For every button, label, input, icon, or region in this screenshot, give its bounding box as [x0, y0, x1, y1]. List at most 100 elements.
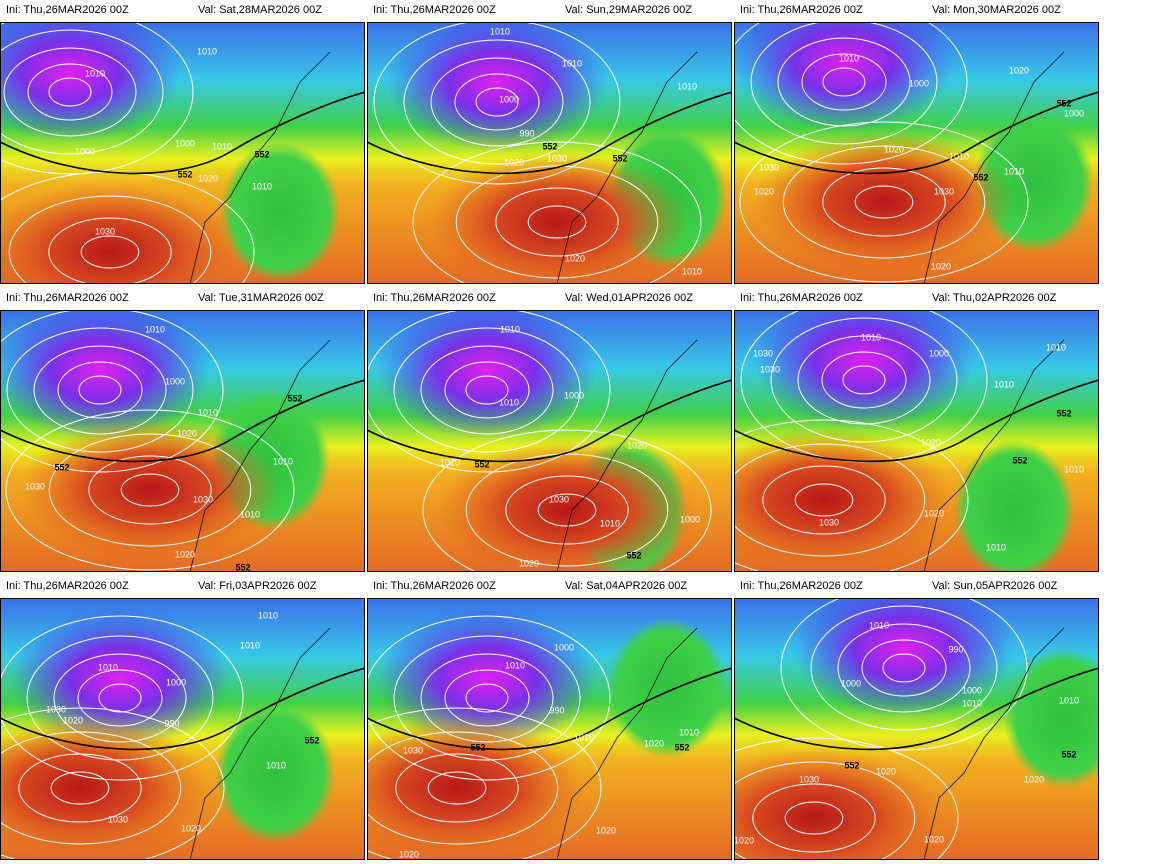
- contour-label: 1010: [240, 640, 260, 650]
- isobar: [861, 639, 947, 697]
- contour-label: 1010: [490, 26, 510, 36]
- contour-label: 1030: [95, 226, 115, 236]
- contour-label: 1010: [574, 732, 594, 742]
- isobar: [0, 310, 224, 473]
- contour-label: 1020: [884, 144, 904, 154]
- contour-label: 552: [287, 393, 302, 403]
- contour-label: 1020: [177, 428, 197, 438]
- contour-label: 1000: [166, 677, 186, 687]
- contour-label: 990: [549, 705, 564, 715]
- contour-label: 1000: [554, 642, 574, 652]
- contour-label: 1010: [1064, 464, 1084, 474]
- isobar: [770, 317, 958, 443]
- high-core: [0, 718, 210, 858]
- contour-label: 1010: [994, 379, 1014, 389]
- contour-label: 1020: [565, 253, 585, 263]
- panel-frame: [367, 22, 732, 284]
- contour-label: 552: [235, 562, 250, 572]
- isobar: [777, 37, 911, 127]
- contour-label: 1020: [399, 849, 419, 859]
- isobar: [373, 22, 621, 185]
- contour-label: 1000: [929, 348, 949, 358]
- isobar: [444, 361, 530, 419]
- contour-label: 1000: [165, 376, 185, 386]
- contour-label: 1020: [63, 715, 83, 725]
- contour-label: 552: [177, 169, 192, 179]
- contour-label: 990: [519, 128, 534, 138]
- contour-label: 1010: [240, 509, 260, 519]
- init-time: Ini: Thu,26MAR2026 00Z: [6, 4, 129, 16]
- valid-time: Val: Thu,02APR2026 00Z: [932, 292, 1057, 304]
- isobar: [120, 473, 180, 507]
- panel-frame: [734, 598, 1099, 860]
- trough: [1004, 648, 1099, 788]
- high-core: [20, 420, 280, 560]
- isobar: [734, 22, 968, 165]
- contour-552: [734, 91, 1099, 175]
- isobar: [367, 310, 611, 473]
- contour-label: 1010: [258, 610, 278, 620]
- coastline: [189, 51, 331, 284]
- isobar: [403, 39, 591, 165]
- map-panel: 1010 1000 1030 1030 1010 1010 552 1020 552 1010 10…: [734, 310, 1099, 572]
- contour-label: 1000: [175, 138, 195, 148]
- contour-label: 1010: [677, 81, 697, 91]
- contour-label: 1000: [75, 146, 95, 156]
- panel-frame: [367, 598, 732, 860]
- isobar: [393, 635, 581, 761]
- isobar: [782, 145, 986, 259]
- isobar: [842, 365, 886, 395]
- panel-frame: [367, 310, 732, 572]
- panel-frame: [0, 598, 365, 860]
- contour-label: 1030: [753, 348, 773, 358]
- contour-label: 1000: [841, 678, 861, 688]
- coastline: [923, 339, 1065, 572]
- init-time: Ini: Thu,26MAR2026 00Z: [373, 4, 496, 16]
- contour-label: 1010: [869, 620, 889, 630]
- contour-label: 1010: [197, 46, 217, 56]
- contour-label: 1030: [403, 745, 423, 755]
- contour-label: 1030: [819, 517, 839, 527]
- init-time: Ini: Thu,26MAR2026 00Z: [6, 292, 129, 304]
- isobar: [752, 783, 876, 853]
- contour-label: 1010: [682, 266, 702, 276]
- isobar: [734, 443, 926, 557]
- panel-frame: [734, 22, 1099, 284]
- high-core: [427, 152, 687, 284]
- trough: [215, 703, 335, 843]
- low-core: [794, 598, 1014, 718]
- contour-552: [367, 667, 732, 751]
- contour-label: 552: [1061, 749, 1076, 759]
- contour-label: 1010: [1046, 342, 1066, 352]
- contour-label: 552: [1012, 455, 1027, 465]
- isobar: [48, 217, 172, 284]
- contour-label: 1010: [1004, 166, 1024, 176]
- init-time: Ini: Thu,26MAR2026 00Z: [740, 292, 863, 304]
- map-panel: 1010 990 1000 1000 1010 1010 552 1020 1030 552 102…: [734, 598, 1099, 860]
- high-core: [0, 182, 240, 284]
- contour-label: 990: [948, 644, 963, 654]
- valid-time: Val: Sun,29MAR2026 00Z: [565, 4, 692, 16]
- contour-label: 1030: [46, 704, 66, 714]
- isobar: [0, 731, 182, 845]
- coastline: [189, 339, 331, 572]
- isobar: [6, 327, 194, 453]
- contour-552: [367, 91, 732, 175]
- contour-label: 1030: [934, 186, 954, 196]
- map-panel: 1010 1000 1010 552 1020 1010 552 1030 1030 1010 10…: [0, 310, 365, 572]
- isobar: [495, 187, 619, 257]
- contour-label: 1020: [921, 437, 941, 447]
- contour-label: 1020: [754, 186, 774, 196]
- contour-label: 1030: [760, 364, 780, 374]
- trough: [220, 142, 340, 282]
- contour-label: 1010: [1059, 695, 1079, 705]
- isobar: [3, 47, 137, 137]
- isobar: [427, 771, 487, 805]
- contour-552: [734, 379, 1099, 463]
- valid-time: Val: Tue,31MAR2026 00Z: [198, 292, 324, 304]
- init-time: Ini: Thu,26MAR2026 00Z: [6, 580, 129, 592]
- isobar: [475, 87, 519, 117]
- contour-label: 1030: [193, 494, 213, 504]
